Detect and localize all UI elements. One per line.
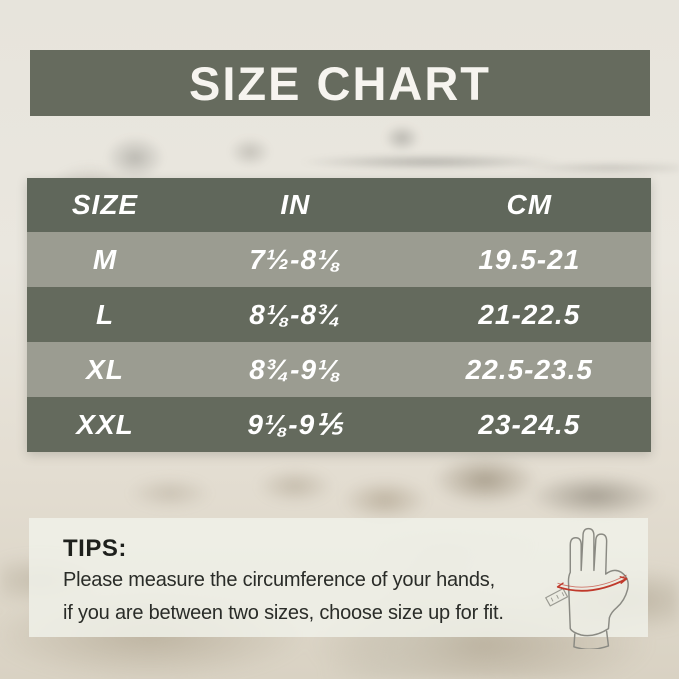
- table-row-xl: XL 8¾-9⅛ 22.5-23.5: [27, 342, 651, 397]
- tips-line: Please measure the circumference of your…: [63, 569, 495, 591]
- title-banner: SIZE CHART: [30, 50, 650, 116]
- size-cell: L: [95, 298, 115, 330]
- table-header-row: SIZE IN CM: [27, 178, 651, 232]
- cm-cell: 23-24.5: [478, 408, 581, 440]
- size-cell: M: [92, 243, 118, 275]
- header-cell-in: IN: [280, 189, 311, 220]
- in-cell: 9⅛-9⅕: [247, 409, 344, 440]
- table-row-m: M 7½-8⅛ 19.5-21: [27, 232, 651, 287]
- cm-cell: 22.5-23.5: [465, 353, 593, 385]
- size-cell: XL: [86, 353, 124, 385]
- tips-heading: TIPS:: [63, 535, 127, 562]
- table-row-l: L 8⅛-8¾ 21-22.5: [27, 287, 651, 342]
- header-cell-size: SIZE: [71, 189, 139, 220]
- tips-line: if you are between two sizes, choose siz…: [63, 602, 504, 624]
- size-cell: XXL: [76, 408, 134, 440]
- page-title: SIZE CHART: [189, 56, 491, 110]
- size-table: SIZE IN CM M 7½-8⅛ 19.5-21 L 8⅛-8¾ 21-22…: [27, 178, 651, 452]
- hand-measure-icon: [545, 527, 629, 649]
- table-row-xxl: XXL 9⅛-9⅕ 23-24.5: [27, 397, 651, 452]
- header-cell-cm: CM: [506, 189, 553, 220]
- tips-panel: TIPS: Please measure the circumference o…: [29, 518, 648, 649]
- in-cell: 7½-8⅛: [249, 243, 342, 275]
- in-cell: 8⅛-8¾: [249, 298, 342, 330]
- cm-cell: 21-22.5: [478, 298, 581, 330]
- in-cell: 8¾-9⅛: [249, 353, 342, 385]
- cm-cell: 19.5-21: [478, 243, 581, 275]
